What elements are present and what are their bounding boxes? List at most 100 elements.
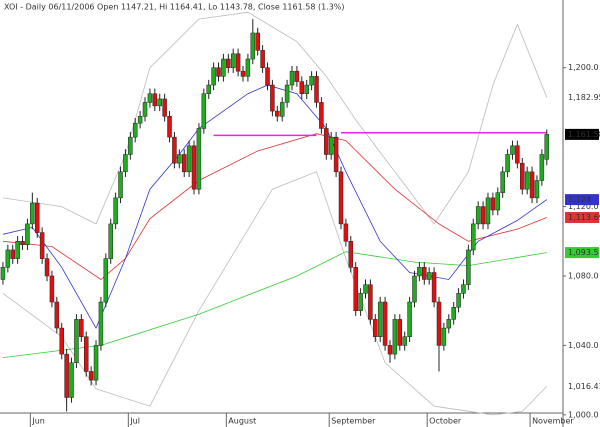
candle-body [191, 145, 197, 190]
candle-body [284, 84, 290, 103]
x-tick-label: October [429, 417, 462, 426]
candle-body [128, 136, 133, 155]
y-tick-label: 1,080.0 [568, 271, 599, 280]
candle-body [240, 70, 246, 77]
candle-body [25, 223, 30, 245]
candle-body [226, 58, 231, 68]
x-tick-label: August [228, 417, 256, 426]
candle-body [10, 249, 15, 259]
candle-body [471, 223, 476, 251]
candle-body [407, 301, 412, 337]
candle-body [255, 32, 260, 51]
indicator-line [2, 251, 547, 358]
candle-body [377, 301, 383, 337]
candle-body [64, 353, 69, 398]
candle-body [363, 284, 368, 294]
candle-body [304, 84, 309, 94]
candle-body [485, 197, 491, 225]
candle-body [108, 223, 113, 259]
candle-body [490, 197, 496, 211]
candle-body [211, 67, 216, 86]
candle-body [172, 136, 177, 164]
candle-body [186, 145, 192, 173]
candle-body [275, 110, 280, 117]
candle-body [495, 192, 501, 211]
candle-body [539, 154, 545, 181]
candle-body [373, 319, 378, 337]
candle-body [436, 301, 442, 346]
candle-body [83, 336, 89, 372]
candle-body [265, 67, 270, 86]
value-label-box [565, 194, 599, 206]
candle-body [343, 223, 349, 242]
candle-body [221, 58, 226, 77]
candle-body [270, 84, 275, 112]
candle-body [529, 171, 535, 199]
value-label: 1,124 [568, 195, 591, 204]
indicator-line [2, 11, 548, 225]
candle-body [417, 267, 422, 277]
value-label-box [565, 247, 599, 259]
candle-body [20, 241, 25, 245]
candle-body [426, 272, 432, 280]
value-label-box [565, 212, 599, 224]
candle-body [309, 76, 314, 86]
candle-body [113, 197, 118, 225]
candle-body [39, 232, 45, 259]
candle-body [441, 327, 447, 346]
candle-body [500, 171, 505, 193]
candle-body [520, 162, 525, 190]
x-tick-label: September [331, 417, 376, 426]
candle-body [245, 58, 251, 77]
candle-body [461, 284, 466, 294]
candle-body [294, 70, 300, 82]
candle-body [456, 293, 461, 308]
candle-body [314, 76, 319, 103]
value-label: 1,093.5 [568, 248, 599, 257]
candle-body [324, 128, 329, 155]
candle-body [505, 154, 510, 173]
candle-body [260, 50, 265, 68]
candle-body [328, 136, 334, 155]
chart-title: XOI - Daily 06/11/2006 Open 1147.21, Hi … [4, 3, 345, 12]
y-tick-label: 1,040.0 [568, 341, 599, 350]
candle-body [206, 84, 211, 94]
candle-body [319, 102, 324, 129]
candle-body [181, 154, 187, 173]
x-tick-label: Jul [129, 417, 140, 426]
candle-body [515, 145, 520, 164]
value-label: 1,016.41 [568, 382, 600, 391]
candle-body [88, 371, 94, 381]
value-label: 1,161.58 [568, 130, 600, 139]
y-tick-label: 1,000.0 [568, 410, 599, 419]
candle-body [152, 93, 158, 107]
candle-body [59, 327, 64, 355]
candle-body [397, 319, 403, 346]
candle-body [201, 93, 207, 129]
candle-body [54, 301, 60, 329]
candle-body [69, 362, 74, 398]
candle-body [235, 53, 241, 72]
candle-body [103, 258, 109, 303]
value-label-box [565, 128, 599, 140]
candle-body [137, 116, 143, 124]
candle-body [348, 241, 354, 268]
candle-body [196, 128, 202, 190]
candle-body [446, 319, 452, 329]
y-tick-label: 1,120.0 [568, 202, 599, 211]
value-label: 1,182.95 [568, 93, 600, 102]
candle-body [392, 319, 398, 355]
candle-body [382, 301, 388, 346]
y-tick-label: 1,200.0 [568, 63, 599, 72]
candle-body [279, 102, 285, 117]
candle-body [34, 202, 40, 233]
candle-body [162, 98, 167, 117]
candle-body [466, 249, 471, 285]
candle-body [250, 32, 256, 60]
candle-body [118, 171, 123, 199]
x-tick-label: Jun [31, 417, 45, 426]
candle-body [451, 306, 456, 320]
candle-body [402, 336, 407, 346]
candle-body [534, 180, 540, 199]
x-tick-label: November [532, 417, 574, 426]
